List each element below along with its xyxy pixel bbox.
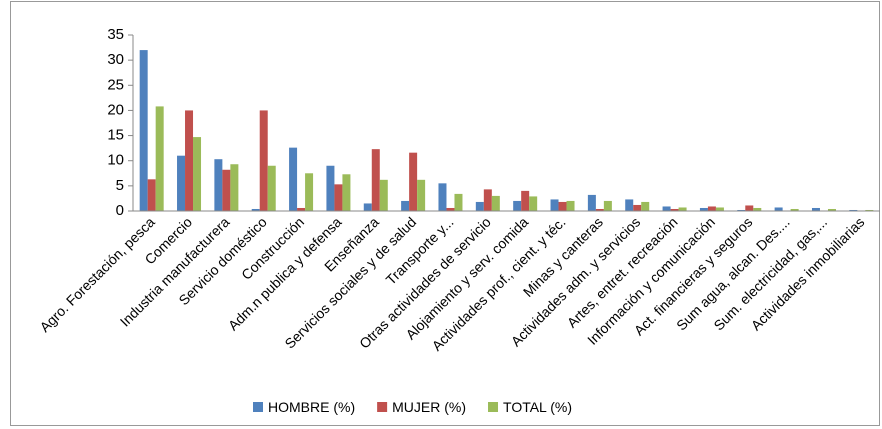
bar	[753, 207, 762, 211]
bar	[417, 179, 426, 211]
bar	[595, 208, 604, 211]
bar	[475, 201, 484, 211]
bar	[193, 137, 202, 211]
y-tick-label: 20	[107, 101, 124, 118]
y-tick-label: 10	[107, 152, 124, 169]
bar	[267, 165, 276, 211]
bar	[827, 208, 836, 211]
bar	[641, 201, 650, 211]
bar	[633, 204, 642, 211]
bar	[177, 155, 186, 211]
y-tick-label: 0	[116, 202, 124, 219]
bar	[454, 193, 463, 211]
y-tick-label: 25	[107, 76, 124, 93]
legend-label: TOTAL (%)	[503, 399, 572, 415]
bar	[550, 199, 559, 211]
bar	[678, 207, 687, 211]
bar	[251, 208, 260, 211]
bar	[737, 209, 746, 211]
bar	[297, 207, 306, 211]
y-tick-label: 30	[107, 51, 124, 68]
chart-frame	[10, 1, 880, 426]
bar	[334, 184, 343, 211]
legend-label: HOMBRE (%)	[268, 399, 355, 415]
bar	[566, 200, 575, 211]
bar	[379, 179, 388, 211]
legend-swatch	[253, 402, 263, 412]
bar	[259, 110, 268, 211]
legend-label: MUJER (%)	[392, 399, 466, 415]
bar	[707, 206, 716, 211]
bar	[662, 206, 671, 211]
bar	[214, 159, 223, 211]
bar	[438, 183, 447, 211]
bar	[745, 205, 754, 211]
bar	[625, 199, 634, 211]
bar	[558, 201, 567, 211]
legend-swatch	[377, 402, 388, 412]
bar	[811, 207, 820, 211]
bar	[446, 207, 455, 211]
bar	[342, 174, 351, 211]
bar	[289, 147, 298, 211]
bar	[521, 190, 530, 211]
bar	[409, 152, 418, 211]
bar	[185, 110, 194, 211]
bar	[513, 200, 522, 211]
bar	[155, 106, 164, 211]
bar	[491, 195, 500, 211]
bar	[603, 200, 612, 211]
bar	[587, 194, 596, 211]
bar	[774, 207, 783, 211]
bar	[790, 208, 799, 211]
y-tick-label: 15	[107, 127, 124, 144]
bar	[699, 207, 708, 211]
bar	[363, 203, 372, 211]
bar	[230, 164, 239, 211]
bar	[371, 149, 380, 211]
bar	[865, 209, 874, 211]
bar	[849, 209, 858, 211]
bar	[139, 50, 148, 212]
bar	[483, 189, 492, 211]
bar	[222, 169, 231, 211]
bar	[401, 200, 410, 211]
bar	[326, 165, 335, 211]
bar	[715, 207, 724, 211]
bar	[147, 179, 156, 211]
y-tick-label: 5	[116, 177, 124, 194]
bar	[305, 173, 314, 211]
bar	[670, 208, 679, 211]
bar	[529, 196, 538, 211]
legend-swatch	[488, 402, 499, 412]
y-tick-label: 35	[107, 26, 124, 43]
